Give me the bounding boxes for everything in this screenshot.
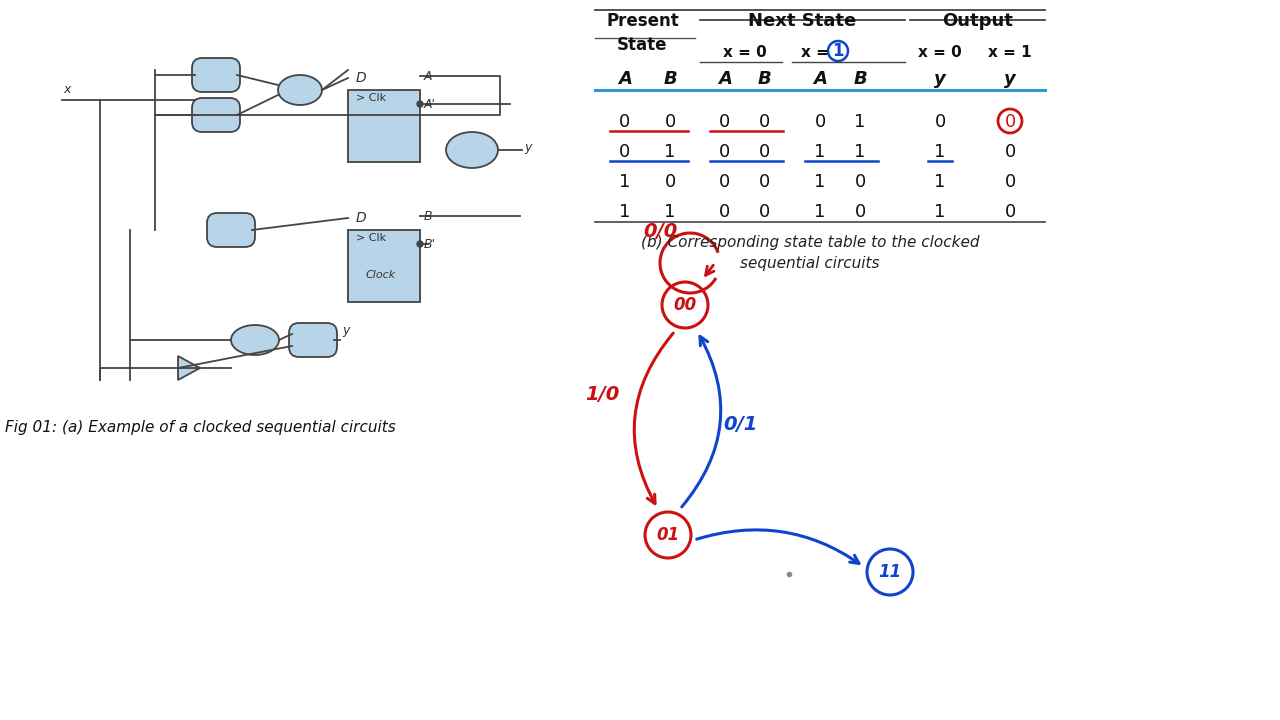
Text: B: B: [663, 70, 677, 88]
Text: B': B': [424, 238, 436, 251]
Text: D: D: [356, 211, 366, 225]
Text: 1: 1: [814, 143, 826, 161]
Text: y: y: [1004, 70, 1016, 88]
FancyBboxPatch shape: [207, 213, 255, 247]
Text: x = 0: x = 0: [723, 45, 767, 60]
Text: 1: 1: [832, 42, 844, 60]
Text: 0/1: 0/1: [723, 415, 758, 434]
Text: 0: 0: [1005, 173, 1015, 191]
Text: x = 0: x = 0: [918, 45, 961, 60]
Text: x = 1: x = 1: [988, 45, 1032, 60]
Text: B: B: [424, 210, 433, 222]
Text: A: A: [718, 70, 732, 88]
Ellipse shape: [278, 75, 323, 105]
Text: A': A': [424, 97, 436, 110]
Text: Next State: Next State: [749, 12, 856, 30]
Text: D: D: [356, 71, 366, 85]
Text: A: A: [618, 70, 632, 88]
Text: 0: 0: [664, 173, 676, 191]
Text: 0: 0: [620, 143, 631, 161]
Text: 0: 0: [1005, 203, 1015, 221]
FancyBboxPatch shape: [348, 230, 420, 302]
Text: 0: 0: [1005, 143, 1015, 161]
Text: 1: 1: [934, 143, 946, 161]
Ellipse shape: [230, 325, 279, 355]
Text: B: B: [854, 70, 867, 88]
Text: 0: 0: [1005, 113, 1015, 131]
Text: Output: Output: [942, 12, 1012, 30]
Text: y: y: [934, 70, 946, 88]
Text: > Clk: > Clk: [356, 233, 387, 243]
FancyBboxPatch shape: [192, 98, 241, 132]
Text: 0: 0: [719, 203, 731, 221]
Text: 1: 1: [664, 143, 676, 161]
Text: A: A: [813, 70, 827, 88]
Text: 11: 11: [878, 563, 901, 581]
Text: Fig 01: (a) Example of a clocked sequential circuits: Fig 01: (a) Example of a clocked sequent…: [5, 420, 396, 435]
Text: 0: 0: [814, 113, 826, 131]
Text: y: y: [342, 324, 349, 337]
Text: 1: 1: [934, 173, 946, 191]
Text: 0: 0: [759, 143, 771, 161]
Polygon shape: [178, 356, 200, 380]
Text: y: y: [524, 142, 531, 155]
Text: 1: 1: [814, 173, 826, 191]
Text: 1: 1: [854, 113, 865, 131]
Text: A: A: [424, 70, 433, 83]
Text: 0: 0: [719, 143, 731, 161]
Text: (b) Corresponding state table to the clocked
sequential circuits: (b) Corresponding state table to the clo…: [641, 235, 979, 271]
Text: 1: 1: [620, 203, 631, 221]
Text: 0: 0: [664, 113, 676, 131]
Text: 0/0: 0/0: [643, 222, 677, 241]
Circle shape: [417, 241, 422, 247]
FancyBboxPatch shape: [348, 90, 420, 162]
Text: 1: 1: [814, 203, 826, 221]
Text: 1: 1: [934, 203, 946, 221]
Circle shape: [417, 101, 422, 107]
Text: x =: x =: [801, 45, 829, 60]
Text: 0: 0: [759, 173, 771, 191]
Text: Present
State: Present State: [607, 12, 678, 53]
Text: 0: 0: [719, 173, 731, 191]
Text: 0: 0: [759, 113, 771, 131]
Text: 0: 0: [759, 203, 771, 221]
Text: Clock: Clock: [366, 270, 397, 280]
Text: 00: 00: [673, 296, 696, 314]
Text: 1: 1: [664, 203, 676, 221]
Text: > Clk: > Clk: [356, 93, 387, 103]
Text: 0: 0: [719, 113, 731, 131]
Text: 1: 1: [854, 143, 865, 161]
Text: B: B: [758, 70, 772, 88]
Text: 1: 1: [620, 173, 631, 191]
Text: 0: 0: [854, 173, 865, 191]
FancyBboxPatch shape: [289, 323, 337, 357]
Text: 1/0: 1/0: [585, 385, 620, 404]
Text: 0: 0: [934, 113, 946, 131]
Text: x: x: [63, 83, 70, 96]
Text: 01: 01: [657, 526, 680, 544]
Text: 0: 0: [854, 203, 865, 221]
FancyBboxPatch shape: [192, 58, 241, 92]
Ellipse shape: [445, 132, 498, 168]
Text: 0: 0: [620, 113, 631, 131]
